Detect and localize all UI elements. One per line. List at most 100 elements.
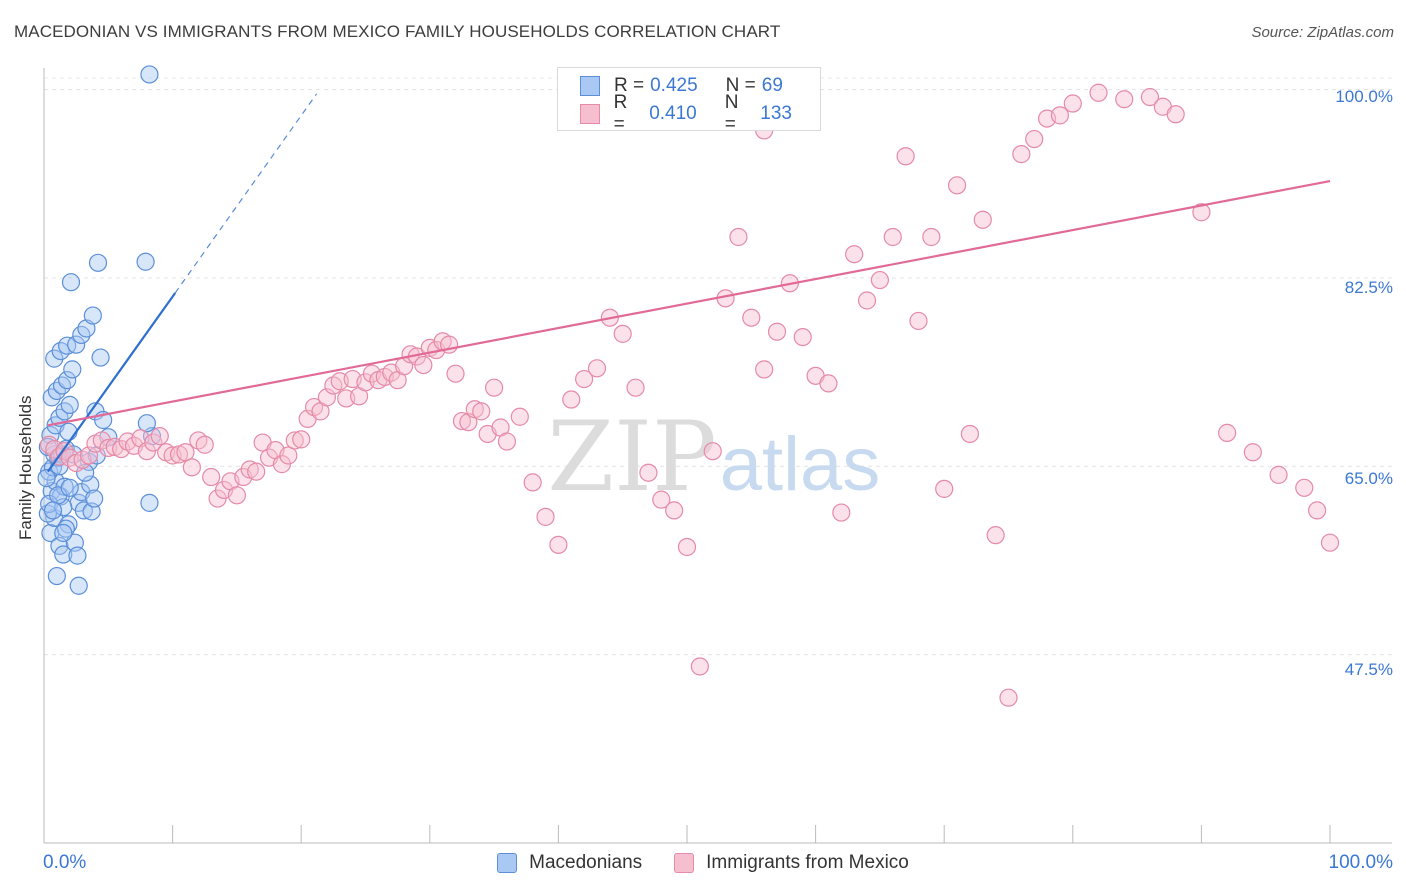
point-macedonian — [38, 504, 57, 523]
legend-item-mexico[interactable]: Immigrants from Mexico — [674, 852, 909, 874]
point-mexico — [279, 446, 298, 465]
y-tick-100: 100.0% — [1335, 87, 1393, 106]
chart-title: MACEDONIAN VS IMMIGRANTS FROM MEXICO FAM… — [14, 22, 781, 41]
point-mexico — [144, 433, 163, 452]
point-mexico — [575, 369, 594, 389]
point-macedonian — [47, 566, 66, 586]
point-mexico — [973, 210, 992, 229]
point-macedonian — [136, 252, 155, 271]
legend-swatch-macedonians — [497, 853, 518, 873]
point-mexico — [150, 427, 169, 446]
point-mexico — [690, 657, 709, 676]
trend-line-macedonians — [46, 292, 177, 473]
point-mexico — [549, 535, 568, 554]
point-mexico — [292, 430, 311, 449]
point-mexico — [227, 486, 246, 505]
point-macedonian — [43, 501, 63, 520]
point-mexico — [755, 360, 774, 379]
point-mexico — [793, 327, 812, 347]
legend-n-value: 69 — [761, 75, 783, 96]
point-mexico — [247, 462, 266, 481]
legend-r-value: 0.410 — [649, 103, 697, 124]
point-mexico — [767, 322, 787, 341]
point-mexico — [819, 374, 838, 393]
point-macedonian — [54, 523, 73, 543]
point-mexico — [1115, 90, 1134, 109]
point-macedonian — [58, 371, 77, 390]
point-macedonian — [69, 576, 88, 595]
legend-n-label: N = — [725, 75, 756, 96]
point-mexico — [639, 463, 658, 482]
point-macedonian — [140, 65, 159, 84]
trend-line-mexico — [47, 179, 1331, 427]
point-mexico — [1140, 87, 1160, 107]
point-mexico — [1063, 94, 1082, 113]
point-mexico — [1166, 105, 1185, 124]
point-macedonian — [52, 376, 72, 395]
point-mexico — [317, 388, 337, 407]
x-tick-min: 0.0% — [43, 852, 87, 873]
point-mexico — [79, 446, 99, 465]
bottom-legend: Macedonians Immigrants from Mexico — [0, 852, 1406, 874]
legend-r-label: R = — [613, 92, 628, 135]
y-axis-label: Family Households — [16, 395, 35, 540]
grid-lines — [44, 77, 1392, 656]
legend-item-macedonians[interactable]: Macedonians — [497, 852, 642, 874]
legend-r-label: R = — [614, 75, 645, 96]
point-mexico — [909, 311, 928, 331]
watermark: ZIP atlas — [547, 401, 880, 513]
point-mexico — [896, 147, 915, 166]
point-mexico — [485, 378, 504, 397]
watermark-zip: ZIP — [547, 401, 716, 513]
point-macedonian — [140, 493, 159, 512]
point-mexico — [626, 378, 645, 397]
point-macedonian — [54, 498, 73, 517]
point-macedonian — [60, 478, 79, 497]
point-macedonian — [54, 545, 73, 564]
point-mexico — [1320, 533, 1340, 552]
data-points — [37, 65, 1340, 707]
point-macedonian — [61, 273, 81, 292]
point-macedonian — [41, 425, 60, 445]
point-macedonian — [67, 335, 86, 354]
x-tick-max: 100.0% — [1328, 852, 1393, 873]
point-mexico — [742, 308, 761, 327]
trend-line-macedonians-extension — [174, 93, 318, 294]
point-mexico — [999, 688, 1018, 707]
point-macedonian — [59, 422, 78, 441]
y-tick-82-5: 82.5% — [1344, 278, 1393, 297]
point-mexico — [1025, 129, 1044, 149]
point-mexico — [652, 490, 671, 509]
point-mexico — [883, 227, 902, 247]
point-mexico — [832, 503, 851, 522]
point-macedonian — [83, 306, 102, 325]
legend-label-mexico: Immigrants from Mexico — [706, 852, 909, 873]
point-mexico — [960, 424, 980, 444]
watermark-atlas: atlas — [720, 422, 881, 507]
point-mexico — [195, 435, 214, 454]
point-mexico — [947, 176, 967, 195]
point-mexico — [1050, 106, 1070, 125]
legend-r-value: 0.425 — [650, 75, 698, 96]
point-mexico — [1089, 83, 1108, 102]
legend-row-macedonians: R = 0.425 N = 69 — [580, 73, 811, 99]
point-mexico — [857, 291, 877, 310]
point-mexico — [1192, 203, 1211, 222]
point-mexico — [562, 390, 581, 409]
point-mexico — [703, 442, 722, 461]
trend-lines — [46, 93, 1331, 473]
source-credit: Source: ZipAtlas.com — [1251, 24, 1394, 41]
legend-n-label: N = — [724, 92, 739, 135]
point-mexico — [497, 432, 517, 451]
legend-swatch-mexico — [580, 104, 600, 124]
y-tick-65: 65.0% — [1344, 469, 1393, 488]
point-mexico — [536, 507, 555, 526]
point-mexico — [986, 526, 1005, 545]
point-mexico — [446, 364, 465, 383]
legend-row-mexico: R = 0.410 N = 133 — [580, 92, 820, 135]
point-mexico — [99, 438, 118, 458]
legend-label-macedonians: Macedonians — [529, 852, 643, 873]
point-mexico — [677, 537, 697, 557]
point-mexico — [414, 355, 433, 375]
point-macedonian — [68, 546, 87, 565]
